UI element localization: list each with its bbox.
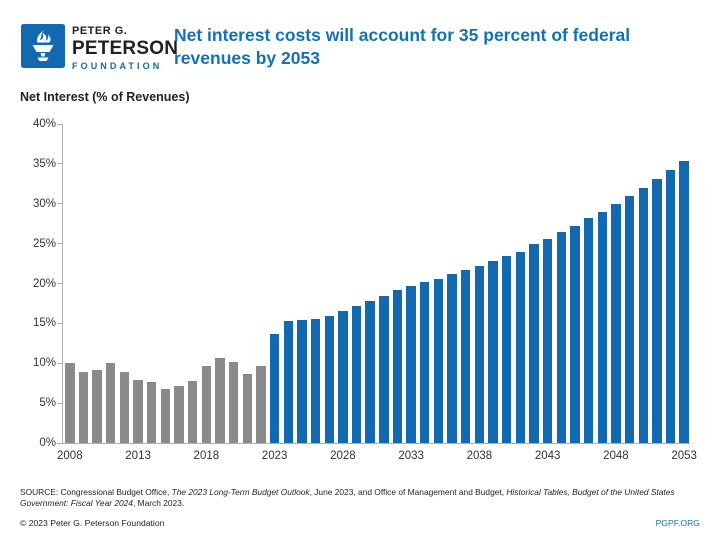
y-axis-tick (57, 442, 63, 444)
y-axis-label: 30% (32, 197, 56, 210)
bar-2027 (324, 316, 334, 443)
bar-2051 (652, 179, 662, 443)
bar-2013 (133, 380, 143, 443)
y-axis-label: 10% (32, 357, 56, 370)
headline-line-1: Net interest costs will account for 35 p… (174, 25, 631, 45)
bar-2034 (420, 281, 430, 443)
bar-2037 (461, 269, 471, 443)
x-axis-label: 2043 (534, 450, 561, 462)
bar-2045 (570, 226, 580, 443)
bar-2020 (228, 362, 239, 443)
bar-2033 (406, 285, 416, 443)
bar-2023 (269, 333, 280, 443)
bar-2049 (624, 195, 635, 443)
y-axis-label: 35% (32, 157, 56, 170)
bar-2047 (597, 211, 607, 443)
bar-2018 (201, 365, 212, 443)
x-axis-label: 2038 (466, 450, 493, 462)
y-axis-tick (57, 283, 63, 284)
bar-2041 (515, 251, 526, 443)
source-segment: SOURCE: Congressional Budget Office, (20, 487, 172, 497)
x-axis-label: 2033 (398, 450, 424, 462)
bar-2024 (283, 320, 293, 443)
bar-2012 (119, 372, 130, 443)
y-axis-tick (57, 402, 63, 404)
bar-2019 (215, 357, 225, 443)
source-segment-italic: The 2023 Long-Term Budget Outlook (171, 487, 310, 497)
y-axis-label: 15% (32, 317, 56, 330)
bar-2029 (351, 305, 362, 443)
bar-2031 (379, 296, 389, 443)
bar-2052 (665, 170, 676, 443)
bar-2040 (501, 256, 512, 443)
logo-line-peterson: PETERSON (72, 38, 179, 59)
logo-line-peter-g: PETER G. (72, 25, 128, 37)
x-axis-label: 2048 (603, 450, 629, 462)
source-note: SOURCE: Congressional Budget Office, The… (20, 487, 712, 510)
pgpf-logo (21, 24, 65, 68)
bar-2021 (242, 373, 252, 443)
bar-2017 (187, 380, 198, 443)
bar-2015 (160, 388, 171, 443)
bar-2048 (611, 203, 621, 443)
bar-2010 (92, 370, 102, 443)
bar-2008 (65, 363, 75, 443)
net-interest-bar-chart: 0% 5% 10% 15% 20% 25% 30% 35% 40% 2008 2013 2018 202… (33, 118, 697, 462)
bar-2032 (392, 289, 403, 443)
x-axis-label: 2053 (671, 450, 697, 462)
x-axis-label: 2028 (330, 450, 356, 462)
bar-2036 (447, 273, 457, 443)
source-segment-italic: Historical Tables, Budget of the United … (20, 487, 675, 509)
bar-2028 (338, 310, 348, 443)
bar-2042 (529, 244, 539, 443)
bar-2043 (542, 238, 553, 443)
bar-2026 (310, 319, 321, 443)
bar-2011 (106, 363, 116, 443)
y-axis-label: 40% (32, 118, 56, 130)
y-axis-tick (57, 243, 63, 245)
bar-2050 (638, 187, 648, 443)
logo-wordmark: PETER G. PETERSON FOUNDATION (72, 26, 178, 71)
headline-line-2: revenues by 2053 (174, 47, 320, 68)
bar-2044 (556, 232, 566, 443)
y-axis-label: 5% (39, 397, 56, 410)
chart-axis-title: Net Interest (% of Revenues) (20, 90, 190, 104)
bar-2039 (488, 261, 498, 443)
x-axis-label: 2008 (57, 450, 83, 462)
bar-2022 (256, 366, 266, 443)
x-axis-label: 2013 (125, 450, 151, 462)
bar-2046 (583, 218, 594, 443)
copyright-text: © 2023 Peter G. Peterson Foundation (20, 518, 165, 528)
bar-2014 (147, 382, 157, 443)
pgpf-org-link[interactable]: PGPF.ORG (655, 518, 700, 528)
source-segment: , June 2023, and Office of Management an… (309, 487, 507, 497)
x-axis-label: 2023 (261, 450, 288, 462)
y-axis-tick (57, 203, 63, 205)
bar-2038 (474, 265, 485, 443)
y-axis-label: 0% (39, 437, 56, 449)
y-axis-tick (57, 123, 63, 125)
logo-line-foundation: FOUNDATION (72, 61, 163, 71)
x-axis-label: 2018 (193, 450, 220, 462)
y-axis-label: 25% (32, 237, 56, 250)
y-axis-tick (57, 163, 63, 165)
torch-icon (21, 24, 65, 72)
bar-2016 (174, 385, 184, 443)
bar-2053 (679, 161, 689, 443)
y-axis-tick (57, 362, 63, 364)
y-axis-label: 20% (32, 277, 56, 290)
bar-2030 (365, 301, 375, 443)
y-axis-tick (57, 322, 63, 324)
bar-2009 (78, 372, 89, 443)
chart-headline: Net interest costs will account for 35 p… (174, 24, 714, 70)
source-segment: , March 2023. (132, 498, 185, 509)
bar-2025 (297, 320, 307, 443)
bar-2035 (433, 278, 444, 443)
